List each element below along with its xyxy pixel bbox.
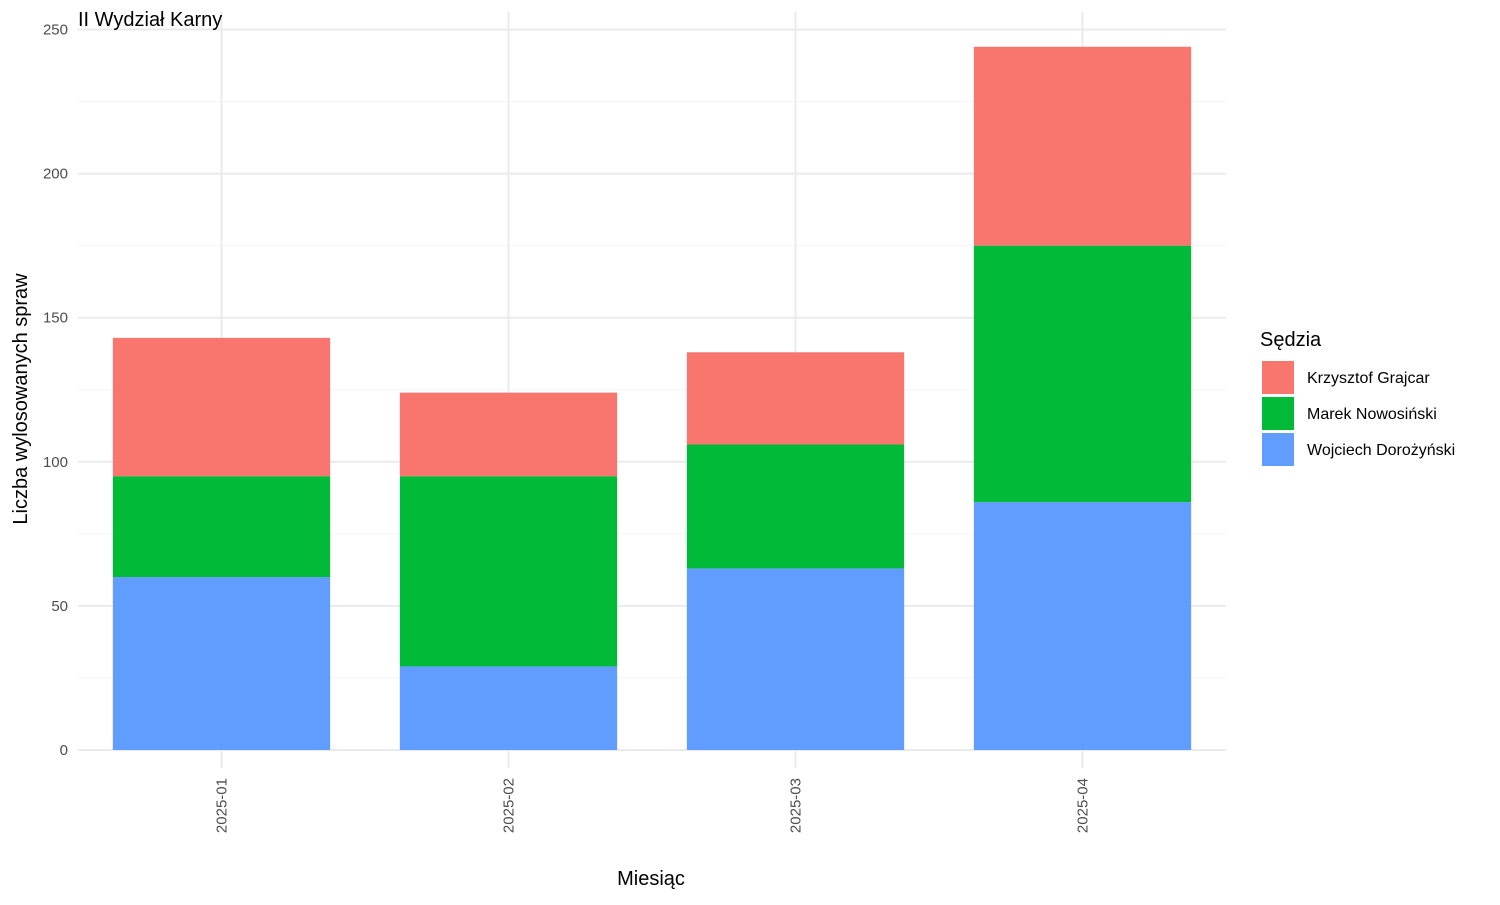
y-axis-title: Liczba wylosowanych spraw: [10, 273, 32, 525]
bar-segment: [973, 502, 1192, 750]
legend-label: Wojciech Dorożyński: [1307, 442, 1455, 459]
y-axis-ticks: 0 50 100 150 200 250: [43, 22, 68, 760]
y-tick-label: 200: [43, 166, 68, 183]
legend-swatch: [1262, 397, 1294, 430]
bar-segment: [112, 337, 331, 477]
bars: [112, 46, 1192, 750]
legend-items: Krzysztof Grajcar Marek Nowosiński Wojciec…: [1262, 361, 1455, 466]
legend-label: Krzysztof Grajcar: [1307, 370, 1430, 387]
legend-swatch: [1262, 361, 1294, 394]
y-tick-label: 100: [43, 454, 68, 471]
x-axis-title: Miesiąc: [617, 868, 685, 890]
bar-segment: [973, 245, 1192, 503]
bar-segment: [686, 352, 905, 445]
bar-segment: [112, 577, 331, 750]
legend-title: Sędzia: [1260, 329, 1322, 351]
bar-segment: [686, 444, 905, 569]
legend: Sędzia Krzysztof Grajcar Marek Nowosiński…: [1260, 329, 1455, 466]
x-axis-ticks: 2025-01 2025-02 2025-03 2025-04: [214, 778, 1092, 833]
y-tick-label: 0: [60, 742, 68, 759]
x-tick-label: 2025-04: [1075, 778, 1092, 833]
chart-title: II Wydział Karny: [78, 9, 222, 31]
y-tick-label: 150: [43, 310, 68, 327]
bar-segment: [399, 666, 618, 750]
bar-segment: [399, 392, 618, 477]
x-tick-label: 2025-02: [501, 778, 518, 833]
legend-label: Marek Nowosiński: [1307, 406, 1437, 423]
bar-segment: [399, 476, 618, 667]
y-tick-label: 50: [51, 598, 68, 615]
y-tick-label: 250: [43, 22, 68, 39]
legend-swatch: [1262, 433, 1294, 466]
bar-segment: [973, 46, 1192, 246]
bar-segment: [686, 568, 905, 750]
bar-segment: [112, 476, 331, 578]
x-tick-label: 2025-01: [214, 778, 231, 833]
x-tick-label: 2025-03: [788, 778, 805, 833]
